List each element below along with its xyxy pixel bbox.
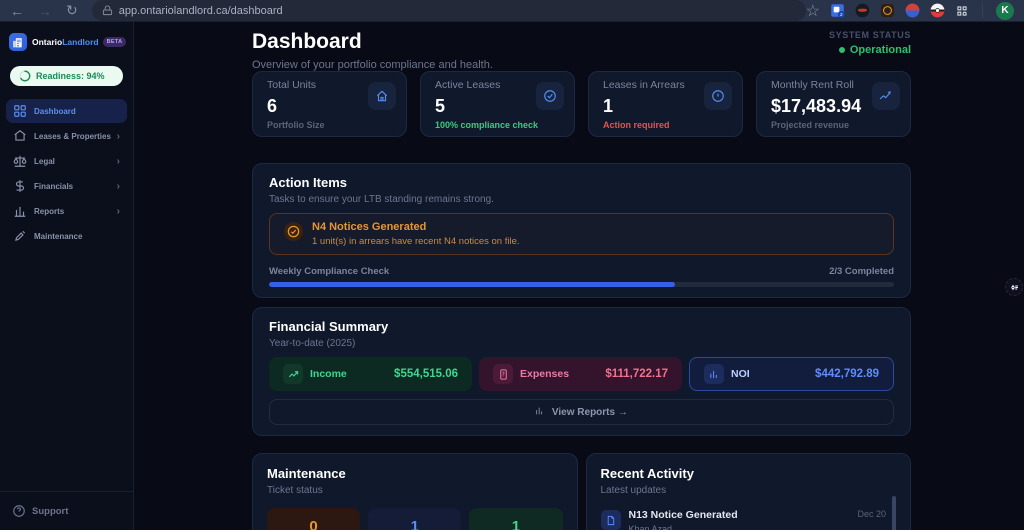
svg-text:2: 2 xyxy=(840,12,843,17)
